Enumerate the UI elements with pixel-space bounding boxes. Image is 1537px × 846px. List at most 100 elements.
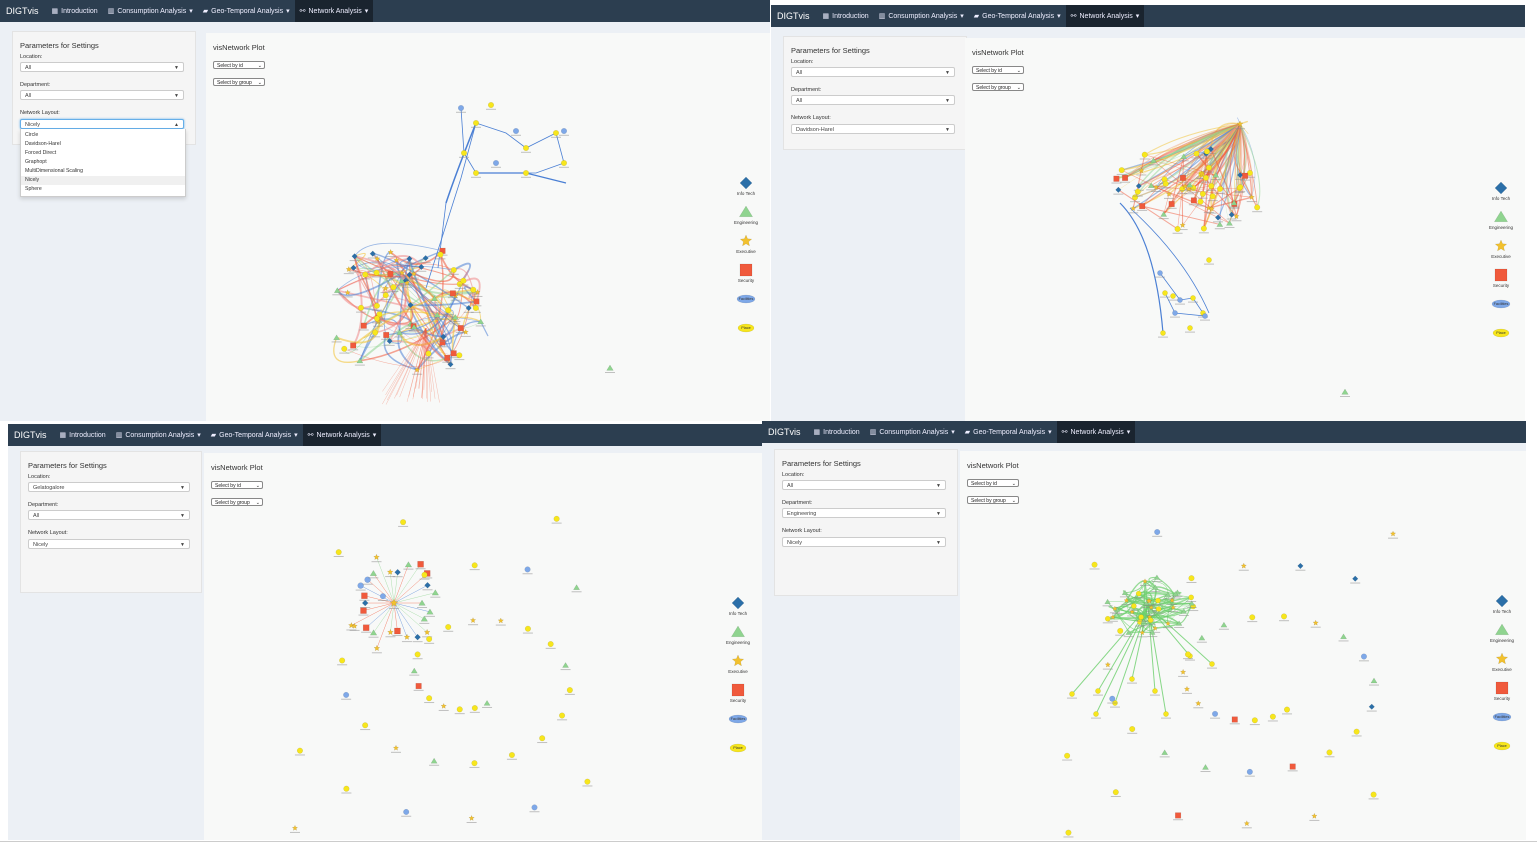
location-label: Location: — [782, 472, 805, 478]
nav-network-analysis[interactable]: ⚯ Network Analysis ▾ — [1065, 5, 1145, 27]
caret-down-icon: ▾ — [189, 8, 193, 15]
caret-down-icon: ▾ — [372, 432, 377, 439]
location-select[interactable]: All ▼ — [791, 67, 955, 77]
nav-network-analysis[interactable]: ⚯ Network Analysis ▾ — [294, 0, 374, 22]
legend-label: Executive — [1492, 667, 1512, 672]
legend-label: Engineering — [725, 640, 751, 645]
nav-geo-temporal-analysis[interactable]: ▰ Geo-Temporal Analysis ▾ — [202, 7, 290, 16]
legend-label: Facilities — [730, 717, 746, 721]
nav-consumption-analysis[interactable]: ▥ Consumption Analysis ▾ — [115, 431, 201, 440]
nav-consumption-analysis[interactable]: ▥ Consumption Analysis ▾ — [869, 428, 955, 437]
layout-label: Network Layout: — [28, 530, 68, 536]
nav-introduction[interactable]: ▦ Introduction — [59, 431, 106, 440]
nav-geo-temporal-analysis[interactable]: ▰ Geo-Temporal Analysis ▾ — [973, 12, 1061, 21]
layout-option[interactable]: Davidson-Harel — [25, 141, 61, 147]
nav-geo-temporal-analysis[interactable]: ▰ Geo-Temporal Analysis ▾ — [210, 431, 298, 440]
select-by-id[interactable]: Select by id ⌄ — [211, 481, 263, 489]
nav-network-analysis[interactable]: ⚯ Network Analysis ▾ — [1056, 421, 1136, 443]
network-canvas[interactable] — [206, 33, 770, 421]
layout-option[interactable]: MultiDimensional Scaling — [25, 168, 83, 174]
nav-consumption-analysis[interactable]: ▥ Consumption Analysis ▾ — [878, 12, 964, 21]
caret-down-icon: ▾ — [197, 432, 201, 439]
legend-label: Executive — [728, 669, 748, 674]
legend-item-security: Security — [718, 683, 758, 703]
department-select[interactable]: All ▼ — [20, 90, 184, 100]
legend-label: Place — [1497, 744, 1507, 748]
layout-option[interactable]: Forced Direct — [25, 150, 57, 156]
caret-down-icon: ▼ — [174, 93, 179, 99]
legend-item-executive: Executive — [726, 234, 766, 254]
brand-logo[interactable]: DIGTvis — [6, 6, 39, 16]
select-by-id[interactable]: Select by id ⌄ — [972, 66, 1024, 74]
network-canvas[interactable] — [965, 38, 1525, 421]
brand-logo[interactable]: DIGTvis — [14, 430, 47, 440]
ellipse-icon — [728, 714, 748, 724]
select-by-group[interactable]: Select by group ⌄ — [211, 498, 263, 506]
legend-item-engineering: Engineering — [718, 625, 758, 645]
star-icon — [1494, 239, 1508, 252]
caret-down-icon: ▼ — [945, 70, 950, 76]
navbar: DIGTvis ▦ Introduction ▥ Consumption Analy… — [8, 424, 762, 446]
department-label: Department: — [20, 82, 51, 88]
nav-consumption-analysis[interactable]: ▥ Consumption Analysis ▾ — [107, 7, 193, 16]
nav-introduction[interactable]: ▦ Introduction — [822, 12, 869, 21]
location-select[interactable]: All ▼ — [782, 480, 946, 490]
map-icon: ▰ — [210, 432, 217, 439]
location-select[interactable]: All ▼ — [20, 62, 184, 72]
bar-chart-icon: ▥ — [869, 429, 877, 436]
department-select[interactable]: Engineering ▼ — [782, 508, 946, 518]
nav-network-analysis[interactable]: ⚯ Network Analysis ▾ — [302, 424, 382, 446]
sidebar-title: Parameters for Settings — [782, 459, 861, 468]
select-by-id[interactable]: Select by id ⌄ — [213, 61, 265, 69]
legend-label: Security — [737, 278, 755, 283]
chevron-down-icon: ⌄ — [1016, 68, 1021, 74]
network-canvas[interactable] — [204, 453, 762, 840]
caret-down-icon: ▾ — [951, 429, 955, 436]
nav-introduction[interactable]: ▦ Introduction — [813, 428, 860, 437]
nav-introduction[interactable]: ▦ Introduction — [51, 7, 98, 16]
plot-title: visNetwork Plot — [211, 463, 263, 472]
network-canvas[interactable] — [960, 451, 1526, 840]
legend-label: Place — [741, 326, 751, 330]
layout-option[interactable]: Nicely — [21, 176, 185, 185]
layout-option[interactable]: Sphere — [25, 186, 42, 192]
nav-geo-temporal-analysis[interactable]: ▰ Geo-Temporal Analysis ▾ — [964, 428, 1052, 437]
caret-down-icon: ▼ — [174, 65, 179, 71]
legend-item-security: Security — [1482, 681, 1522, 701]
network-layout-select[interactable]: Davidson-Harel ▼ — [791, 124, 955, 134]
department-select[interactable]: All ▼ — [791, 95, 955, 105]
bar-chart-icon: ▥ — [107, 8, 115, 15]
square-icon — [739, 263, 753, 277]
select-by-group[interactable]: Select by group ⌄ — [213, 78, 265, 86]
location-select[interactable]: Gelatogalore ▼ — [28, 482, 190, 492]
plot-area: visNetwork Plot Select by id ⌄ Select by … — [965, 38, 1525, 421]
network-layout-select[interactable]: Nicely ▲ — [20, 119, 184, 129]
department-select[interactable]: All ▼ — [28, 510, 190, 520]
layout-label: Network Layout: — [782, 528, 822, 534]
network-layout-select[interactable]: Nicely ▼ — [28, 539, 190, 549]
map-icon: ▰ — [973, 13, 980, 20]
legend: Info Tech Engineering Executive Security Fac… — [1481, 181, 1521, 351]
star-icon — [1495, 652, 1509, 665]
legend-label: Facilities — [1493, 302, 1509, 306]
diamond-icon — [1494, 181, 1508, 195]
select-by-id[interactable]: Select by id ⌄ — [967, 479, 1019, 487]
legend-item-info-tech: Info Tech — [1482, 594, 1522, 614]
square-icon — [1495, 681, 1509, 695]
network-layout-select[interactable]: Nicely ▼ — [782, 537, 946, 547]
caret-down-icon: ▾ — [1126, 429, 1131, 436]
brand-logo[interactable]: DIGTvis — [768, 427, 801, 437]
select-by-group[interactable]: Select by group ⌄ — [972, 83, 1024, 91]
select-by-group[interactable]: Select by group ⌄ — [967, 496, 1019, 504]
legend-label: Info Tech — [728, 611, 748, 616]
sidebar-title: Parameters for Settings — [791, 46, 870, 55]
legend: Info Tech Engineering Executive Security Fac… — [726, 176, 766, 346]
diamond-icon — [739, 176, 753, 190]
square-icon — [1494, 268, 1508, 282]
brand-logo[interactable]: DIGTvis — [777, 11, 810, 21]
layout-option[interactable]: Graphopt — [25, 159, 47, 165]
layout-option[interactable]: Circle — [25, 132, 39, 138]
plot-area: visNetwork Plot Select by id ⌄ Select by … — [960, 451, 1526, 840]
table-icon: ▦ — [51, 8, 59, 15]
legend-label: Executive — [1491, 254, 1511, 259]
